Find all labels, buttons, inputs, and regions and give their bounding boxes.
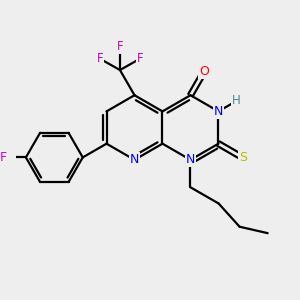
Text: N: N bbox=[130, 153, 139, 166]
Text: S: S bbox=[239, 152, 247, 164]
Text: F: F bbox=[0, 151, 7, 164]
Text: N: N bbox=[214, 105, 223, 118]
Text: F: F bbox=[97, 52, 103, 65]
Text: O: O bbox=[199, 65, 209, 78]
Text: F: F bbox=[117, 40, 123, 53]
Text: N: N bbox=[186, 153, 195, 166]
Text: F: F bbox=[137, 52, 143, 65]
Text: H: H bbox=[232, 94, 241, 107]
